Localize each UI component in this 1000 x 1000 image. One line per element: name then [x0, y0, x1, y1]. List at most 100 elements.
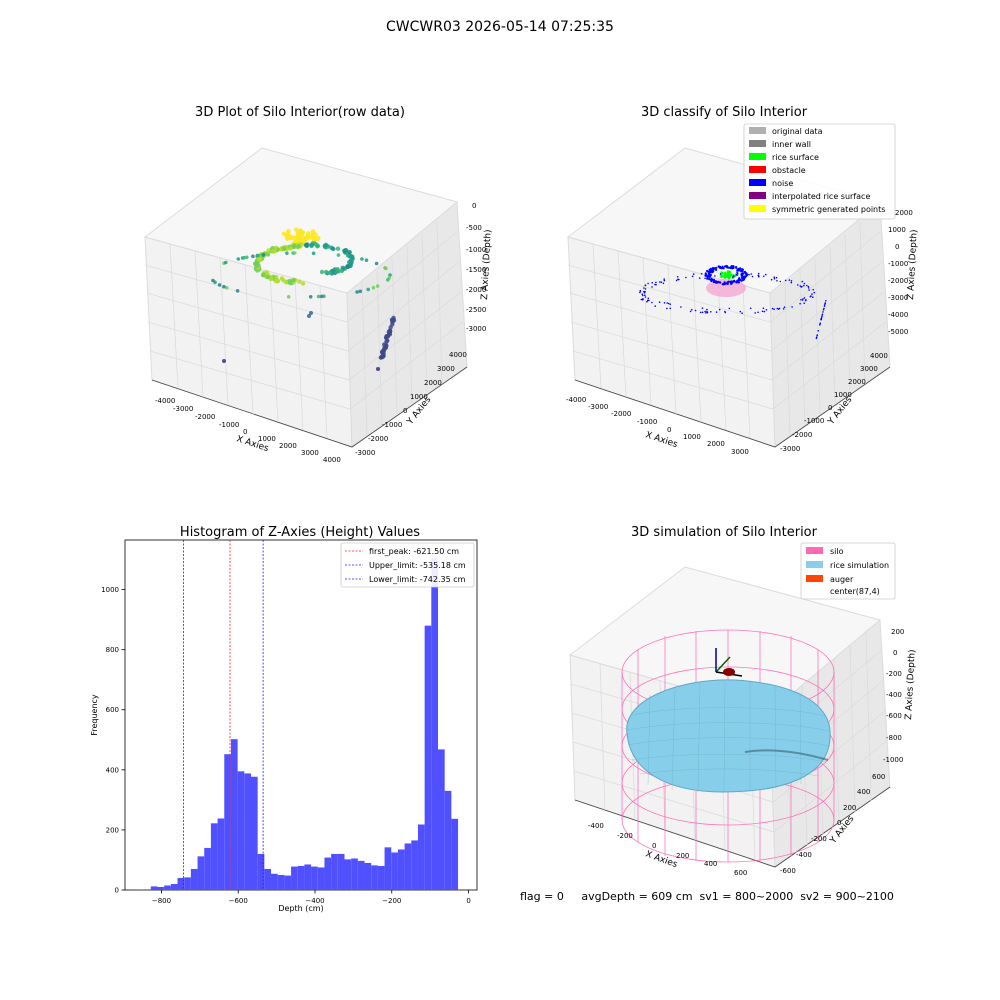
raw-data-point	[308, 295, 313, 299]
noise-point	[646, 299, 649, 302]
noise-point	[666, 302, 668, 304]
raw-data-point	[345, 264, 350, 269]
sim-y-tick-0: -600	[780, 867, 796, 875]
raw-data-point	[323, 242, 329, 248]
classified-point-cloud	[639, 264, 827, 340]
histogram-bar	[164, 885, 171, 890]
raw-data-point	[364, 258, 369, 263]
raw-x-tick-6: 2000	[279, 442, 297, 450]
histogram-x-tick-label: −800	[152, 897, 171, 905]
raw-data-point	[244, 255, 249, 260]
legend-swatch-rice-simulation	[806, 561, 823, 568]
noise-point	[685, 276, 687, 279]
noise-point	[762, 307, 765, 310]
noise-point	[724, 310, 726, 313]
legend-swatch-auger	[806, 575, 823, 582]
raw-x-tick-1: -3000	[173, 405, 193, 413]
noise-point	[735, 281, 738, 284]
cls-x-tick-5: 1000	[683, 433, 701, 441]
noise-point	[730, 265, 734, 268]
raw-x-tick-4: 0	[243, 428, 247, 436]
panel-simulation-3d: 3D simulation of Silo Interior	[568, 525, 918, 877]
noise-point	[704, 274, 707, 277]
histogram-y-tick-label: 1000	[101, 586, 119, 594]
panel-raw-title: 3D Plot of Silo Interior(row data)	[195, 105, 405, 120]
noise-point	[691, 308, 693, 311]
cls-y-tick-7: 4000	[870, 352, 888, 360]
cls-y-tick-4: 1000	[834, 391, 852, 399]
raw-data-point	[291, 277, 296, 283]
raw-data-point	[242, 255, 246, 260]
histogram-bar	[377, 865, 385, 890]
raw-data-point	[261, 253, 266, 257]
noise-point	[809, 295, 812, 298]
legend-label-first-peak: first_peak: -621.50 cm	[369, 547, 459, 556]
noise-point	[722, 267, 725, 270]
cls-x-label: X Axies	[644, 430, 679, 450]
noise-point	[803, 302, 805, 305]
raw-data-point	[217, 283, 222, 287]
noise-point	[824, 302, 826, 305]
sim-x-tick-1: -200	[617, 832, 633, 840]
noise-point	[736, 279, 739, 282]
noise-point	[825, 300, 827, 302]
noise-point	[706, 308, 708, 311]
cls-x-tick-7: 3000	[731, 448, 749, 456]
noise-point	[663, 302, 666, 304]
noise-point	[819, 322, 821, 325]
histogram-bar	[291, 866, 298, 890]
raw-data-point	[279, 276, 285, 281]
noise-point	[715, 281, 718, 284]
noise-point	[741, 312, 743, 315]
histogram-bar	[197, 856, 205, 890]
raw-data-point	[319, 269, 325, 275]
raw-data-point	[366, 287, 371, 292]
cls-y-tick-1: -2000	[792, 431, 812, 439]
raw-z-tick-4: -2000	[466, 286, 486, 294]
histogram-x-tick-label: −600	[229, 897, 248, 905]
raw-x-tick-5: 1000	[258, 435, 276, 443]
raw-z-label: Z Axies (Depth)	[480, 229, 494, 300]
raw-data-point	[309, 311, 313, 315]
raw-data-point	[335, 267, 340, 272]
noise-point	[797, 284, 799, 286]
histogram-y-ticks: 0 200 400 600 800 1000	[101, 586, 125, 895]
noise-point	[758, 275, 760, 277]
histogram-y-tick-label: 600	[106, 706, 119, 714]
sim-z-tick-0: 200	[891, 628, 904, 636]
raw-data-point	[342, 248, 347, 254]
noise-point	[733, 275, 735, 277]
noise-point	[654, 305, 656, 307]
histogram-bar	[324, 857, 332, 890]
histogram-bar	[264, 868, 272, 890]
noise-point	[815, 336, 818, 338]
noise-point	[647, 297, 650, 300]
histogram-bar	[204, 847, 211, 890]
noise-point	[739, 267, 742, 270]
noise-point	[736, 269, 739, 272]
noise-point	[801, 280, 804, 283]
status-footer: flag = 0 avgDepth = 609 cm sv1 = 800~200…	[520, 890, 894, 903]
raw-data-point	[310, 229, 315, 234]
legend-label-silo: silo	[830, 547, 844, 556]
noise-point	[731, 276, 734, 278]
histogram-bar	[177, 877, 185, 890]
noise-point	[811, 293, 813, 295]
noise-point	[773, 276, 776, 279]
noise-point	[712, 278, 715, 281]
raw-data-point	[388, 273, 392, 277]
sim-y-tick-2: -200	[811, 835, 827, 843]
raw-data-point	[236, 257, 241, 261]
sim-x-tick-0: -400	[588, 822, 604, 830]
noise-point	[700, 272, 703, 275]
raw-data-point	[331, 268, 336, 274]
noise-point	[736, 271, 738, 274]
noise-point	[737, 281, 741, 284]
raw-data-point	[294, 238, 300, 243]
noise-point	[641, 293, 644, 296]
noise-point	[823, 307, 825, 310]
rice-surface-point	[726, 275, 730, 279]
histogram-bar	[317, 867, 325, 890]
noise-point	[742, 272, 745, 275]
noise-point	[771, 307, 774, 310]
